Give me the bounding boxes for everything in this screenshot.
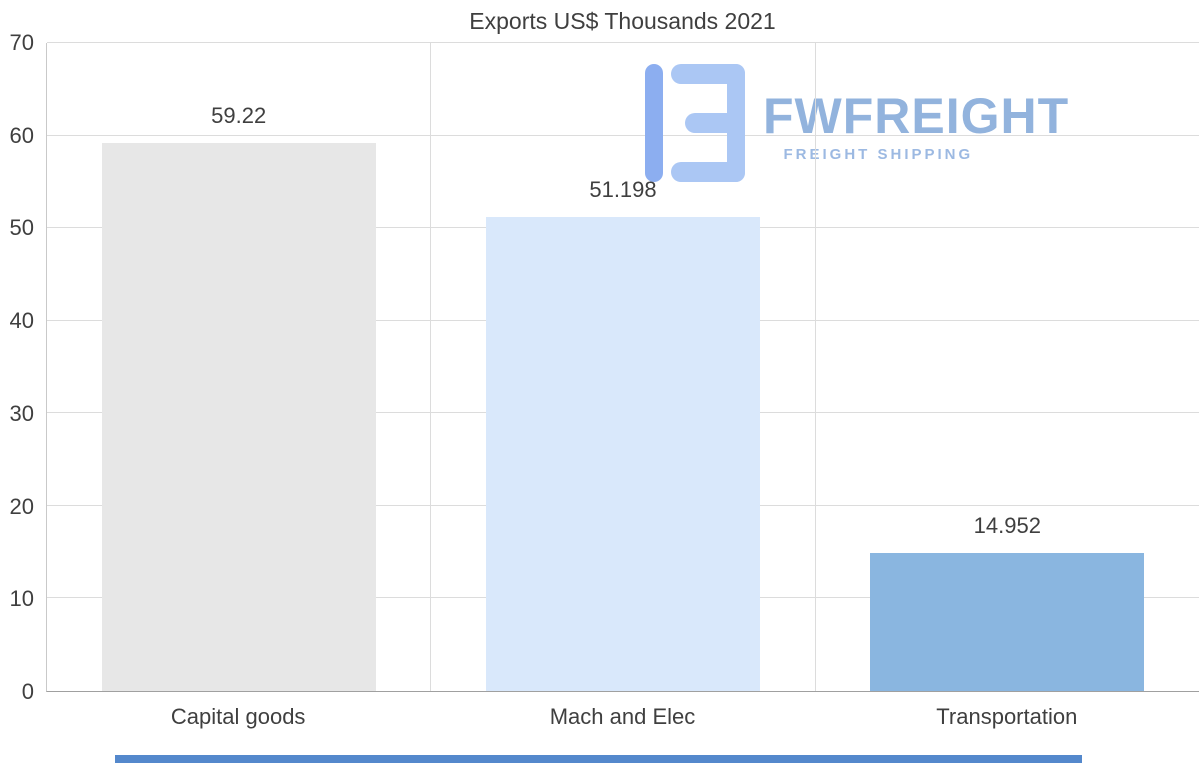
value-label-transportation: 14.952 bbox=[973, 512, 1041, 538]
x-label-mach-and-elec: Mach and Elec bbox=[549, 704, 696, 729]
chart-title: Exports US$ Thousands 2021 bbox=[469, 8, 776, 34]
bar-mach-and-elec bbox=[485, 217, 761, 691]
bar-capital-goods bbox=[101, 142, 376, 691]
value-label-capital-goods: 59.22 bbox=[211, 102, 267, 128]
bar-slot-transportation: 14.952 bbox=[814, 43, 1199, 691]
y-tick-label: 60 bbox=[9, 122, 34, 148]
gridline bbox=[47, 42, 1199, 43]
plot-area: 59.22 51.198 14.952 bbox=[46, 42, 1199, 692]
x-label-capital-goods: Capital goods bbox=[170, 704, 306, 729]
y-tick-label: 40 bbox=[9, 308, 34, 334]
y-tick-label: 50 bbox=[9, 215, 34, 241]
y-tick-label: 30 bbox=[9, 400, 34, 426]
y-tick-label: 70 bbox=[9, 30, 34, 55]
y-tick-label: 0 bbox=[21, 679, 34, 704]
gridline bbox=[47, 134, 1199, 136]
x-axis: Capital goods Mach and Elec Transportation bbox=[46, 704, 1199, 730]
horizontal-scrollbar[interactable] bbox=[115, 755, 1082, 763]
y-axis: 0 10 20 30 40 50 60 70 bbox=[0, 32, 40, 703]
value-label-mach-and-elec: 51.198 bbox=[589, 177, 657, 203]
bar-slot-capital-goods: 59.22 bbox=[47, 43, 430, 691]
y-tick-label: 20 bbox=[9, 493, 34, 519]
bar-slot-mach-and-elec: 51.198 bbox=[430, 43, 814, 691]
bar-slots: 59.22 51.198 14.952 bbox=[47, 43, 1199, 691]
x-label-transportation: Transportation bbox=[936, 704, 1078, 729]
bar-transportation bbox=[870, 552, 1145, 691]
y-tick-label: 10 bbox=[9, 586, 34, 612]
